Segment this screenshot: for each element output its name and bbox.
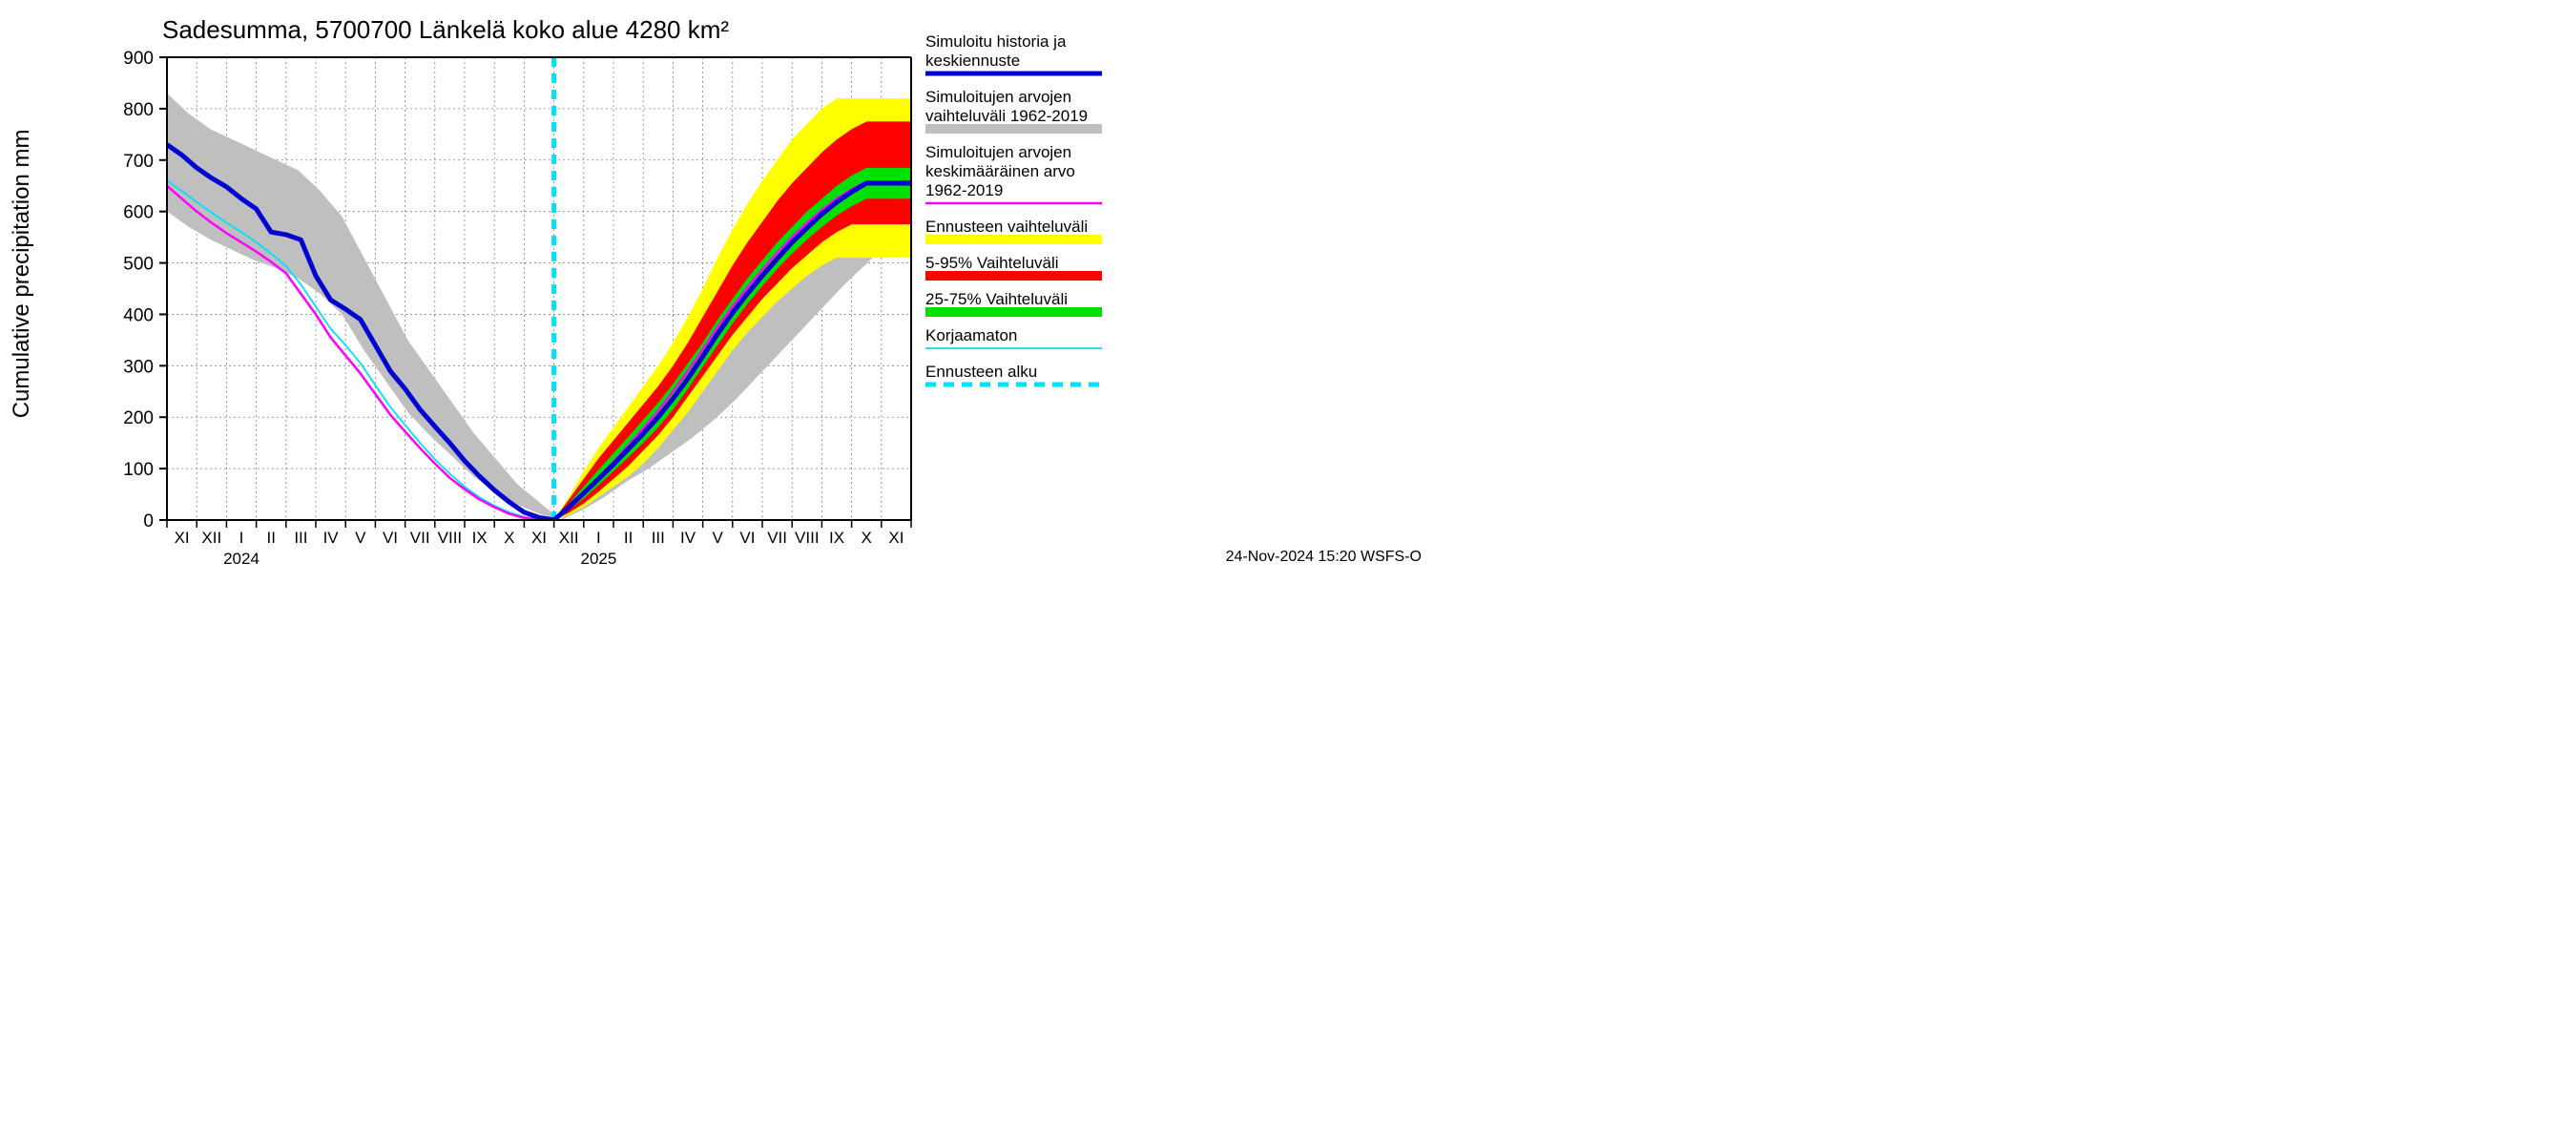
xtick-label: VIII xyxy=(795,529,820,547)
ytick-label: 300 xyxy=(123,357,154,377)
ytick-label: 0 xyxy=(143,511,154,531)
ytick-label: 700 xyxy=(123,152,154,172)
xtick-label: II xyxy=(266,529,275,547)
xtick-label: VI xyxy=(383,529,398,547)
xtick-label: V xyxy=(713,529,724,547)
xtick-label: IX xyxy=(829,529,844,547)
chart-title: Sadesumma, 5700700 Länkelä koko alue 428… xyxy=(162,15,729,44)
xtick-label: XI xyxy=(888,529,904,547)
legend-label: Ennusteen vaihteluväli xyxy=(925,218,1088,236)
legend-label: Ennusteen alku xyxy=(925,363,1037,381)
year-label: 2025 xyxy=(580,550,616,568)
xtick-label: VIII xyxy=(438,529,463,547)
xtick-label: I xyxy=(239,529,244,547)
y-axis-label: Cumulative precipitation mm xyxy=(9,130,34,419)
chart-svg: 0100200300400500600700800900XIXIIIIIIIII… xyxy=(0,0,1431,572)
legend-label: vaihteluväli 1962-2019 xyxy=(925,107,1088,125)
legend-label: keskiennuste xyxy=(925,52,1020,70)
legend-label: 25-75% Vaihteluväli xyxy=(925,290,1068,308)
legend-swatch xyxy=(925,307,1102,317)
timestamp: 24-Nov-2024 15:20 WSFS-O xyxy=(1226,549,1422,565)
legend-swatch xyxy=(925,271,1102,281)
legend-label: 1962-2019 xyxy=(925,181,1003,199)
legend-label: keskimääräinen arvo xyxy=(925,162,1075,180)
xtick-label: IV xyxy=(680,529,696,547)
precipitation-chart: 0100200300400500600700800900XIXIIIIIIIII… xyxy=(0,0,1431,572)
xtick-label: I xyxy=(596,529,601,547)
xtick-label: III xyxy=(652,529,665,547)
xtick-label: X xyxy=(504,529,514,547)
xtick-label: IV xyxy=(323,529,340,547)
year-label: 2024 xyxy=(223,550,260,568)
legend-label: Korjaamaton xyxy=(925,326,1017,344)
legend-swatch xyxy=(925,124,1102,134)
ytick-label: 400 xyxy=(123,305,154,325)
legend-label: Simuloitujen arvojen xyxy=(925,143,1071,161)
ytick-label: 200 xyxy=(123,408,154,428)
ytick-label: 100 xyxy=(123,460,154,480)
xtick-label: XII xyxy=(201,529,221,547)
ytick-label: 800 xyxy=(123,100,154,120)
xtick-label: XI xyxy=(531,529,547,547)
ytick-label: 500 xyxy=(123,255,154,275)
xtick-label: VI xyxy=(739,529,755,547)
xtick-label: IX xyxy=(472,529,488,547)
xtick-label: III xyxy=(294,529,307,547)
legend-label: 5-95% Vaihteluväli xyxy=(925,254,1059,272)
xtick-label: V xyxy=(355,529,366,547)
xtick-label: XI xyxy=(175,529,190,547)
xtick-label: VII xyxy=(767,529,787,547)
legend-swatch xyxy=(925,235,1102,244)
legend-label: Simuloitu historia ja xyxy=(925,32,1067,51)
xtick-label: X xyxy=(862,529,872,547)
ytick-label: 600 xyxy=(123,203,154,223)
xtick-label: II xyxy=(624,529,633,547)
xtick-label: XII xyxy=(559,529,579,547)
legend-label: Simuloitujen arvojen xyxy=(925,88,1071,106)
xtick-label: VII xyxy=(410,529,430,547)
ytick-label: 900 xyxy=(123,49,154,69)
